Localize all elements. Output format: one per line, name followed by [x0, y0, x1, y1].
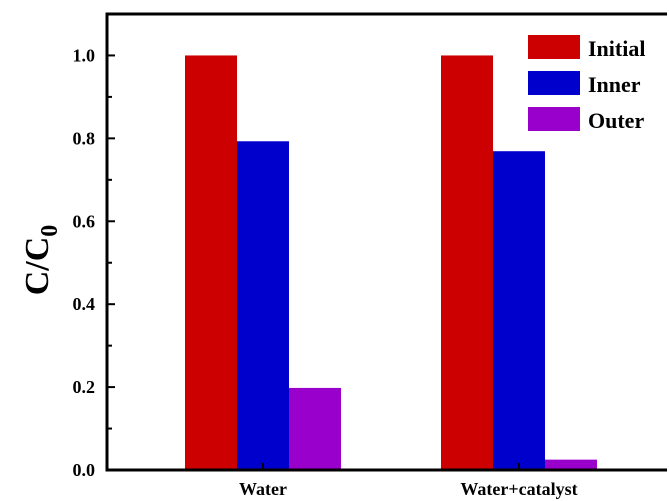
legend-label-outer: Outer: [588, 108, 644, 133]
bar-initial-2: [441, 55, 493, 471]
bar-outer-1: [289, 387, 341, 470]
y-axis-label-subscript: 0: [37, 225, 63, 237]
legend-swatch-inner: [528, 71, 580, 95]
ticks-layer: 0.0 0.2 0.4 0.6 0.8 1.0: [73, 13, 520, 480]
y-axis-label-main: C/C: [19, 237, 56, 296]
legend-swatch-outer: [528, 107, 580, 131]
y-tick-label-2: 0.2: [73, 377, 96, 397]
y-tick-label-5: 0.8: [73, 128, 96, 148]
bar-inner-2: [493, 151, 545, 470]
legend-label-initial: Initial: [588, 36, 645, 61]
bar-inner-1: [237, 141, 289, 471]
x-tick-label-2: Water+catalyst: [460, 479, 577, 499]
bars-layer: [185, 55, 597, 471]
y-tick-label-4: 0.6: [73, 211, 96, 231]
y-tick-label-6: 1.0: [73, 45, 96, 65]
y-axis-label: C/C0: [19, 225, 63, 296]
legend-label-inner: Inner: [588, 72, 641, 97]
bar-outer-2: [545, 459, 597, 470]
bar-initial-1: [185, 55, 237, 471]
y-tick-label-1: 0.0: [73, 460, 96, 480]
axes-layer: [105, 12, 667, 472]
y-tick-label-3: 0.4: [73, 294, 96, 314]
labels-layer: Water Water+catalyst: [239, 479, 578, 499]
legend-swatch-initial: [528, 35, 580, 59]
x-tick-label-1: Water: [239, 479, 287, 499]
legend: Initial Inner Outer: [528, 35, 645, 133]
